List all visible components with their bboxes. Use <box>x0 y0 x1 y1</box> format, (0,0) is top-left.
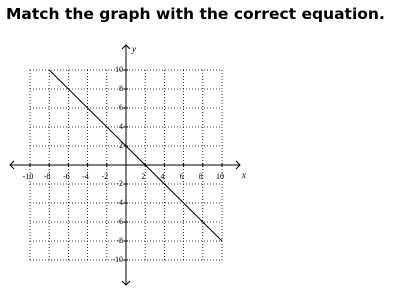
y-tick-label: 8 <box>119 84 123 93</box>
x-tick-label: -8 <box>44 172 51 181</box>
chart-title: Match the graph with the correct equatio… <box>6 5 385 23</box>
x-axis-arrow <box>9 160 241 170</box>
y-tick-label: -2 <box>116 179 123 188</box>
y-tick-label: -4 <box>116 198 123 207</box>
y-axis-label: y <box>131 44 136 54</box>
y-tick-label: 10 <box>115 65 123 74</box>
x-tick-label: 6 <box>180 172 184 181</box>
y-tick-label: -10 <box>112 255 123 264</box>
x-tick-label: 2 <box>141 172 145 181</box>
x-tick-label: 4 <box>160 172 164 181</box>
x-tick-label: 10 <box>216 172 224 181</box>
data-line <box>48 69 223 242</box>
y-tick-label: 4 <box>119 122 123 131</box>
y-tick-label: 2 <box>119 141 123 150</box>
x-tick-label: -6 <box>63 172 70 181</box>
x-tick-label: -10 <box>23 172 34 181</box>
x-tick-label: -2 <box>101 172 108 181</box>
y-tick-label: -8 <box>116 236 123 245</box>
x-tick-label: 8 <box>199 172 203 181</box>
x-tick-label: -4 <box>82 172 89 181</box>
y-tick-label: 6 <box>119 103 123 112</box>
x-axis-label: x <box>241 170 246 180</box>
y-axis-arrow <box>121 44 131 286</box>
y-tick-label: -6 <box>116 217 123 226</box>
